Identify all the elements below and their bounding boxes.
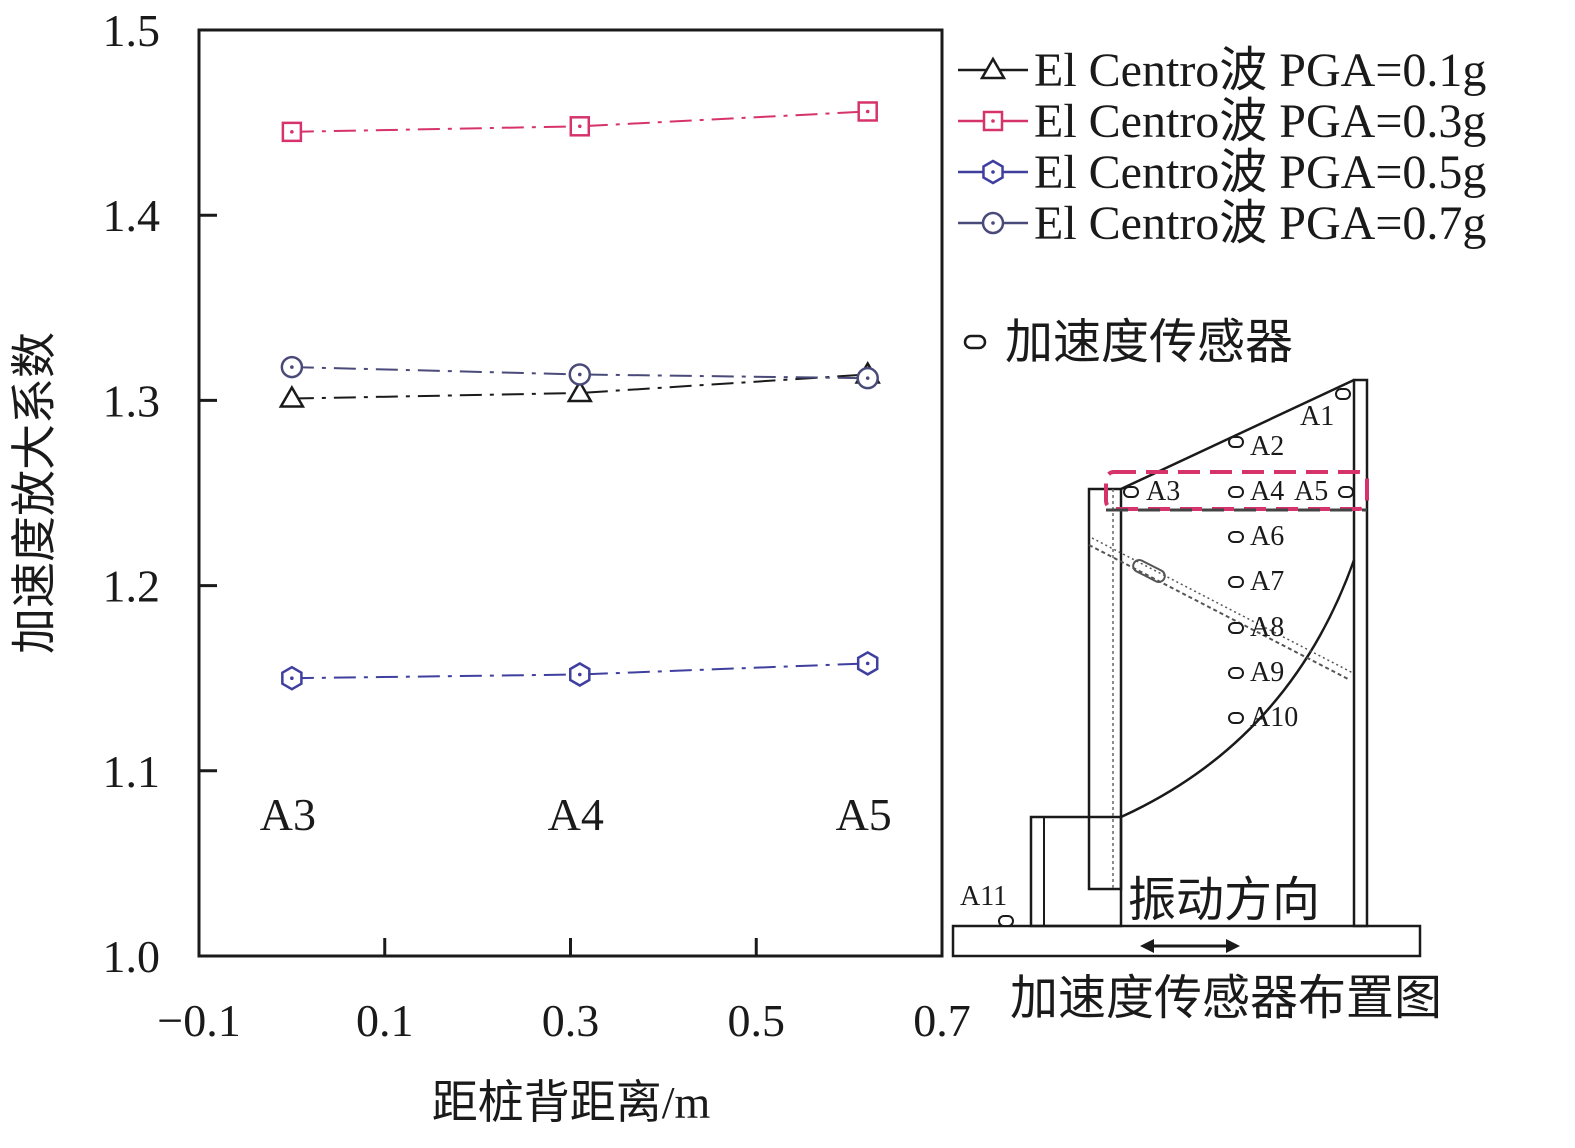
series-2-point-1 (281, 121, 303, 143)
anchor-line (1088, 544, 1351, 681)
series-1-point-2 (566, 379, 593, 403)
sensor-label: A9 (1250, 657, 1284, 688)
series-line-2 (291, 110, 868, 133)
point-label-A4: A4 (548, 789, 604, 840)
sensor-layout-diagram: 加速度传感器 A1 A2 A3 A4 A5 A6 A7 A8 A9 A10 A11 振动方向 加速度… (951, 316, 1442, 1025)
sensor-A7: A7 (1228, 566, 1284, 597)
legend-entry-2: El Centro波 PGA=0.3g (958, 95, 1486, 148)
sensor-label: A6 (1250, 521, 1284, 552)
y-tick-label: 1.3 (103, 375, 161, 426)
sensor-A10: A10 (1228, 702, 1298, 733)
series-4-point-3 (856, 366, 879, 390)
vibration-direction-label: 振动方向 (1128, 874, 1320, 927)
x-tick-label: 0.1 (356, 995, 414, 1046)
legend-label: El Centro波 PGA=0.1g (1034, 44, 1486, 97)
y-axis-title: 加速度放大系数 (9, 332, 60, 654)
sensor-A1: A1 (1300, 388, 1351, 432)
y-tick-label: 1.0 (103, 931, 161, 982)
series-line-1 (291, 373, 868, 400)
anchor-line-2 (1091, 537, 1354, 674)
axis-ticks: −0.1 0.1 0.3 0.5 0.7 1.0 1.1 1.2 1.3 1.4 1.5 (103, 5, 971, 1046)
legend-entry-1: El Centro波 PGA=0.1g (958, 44, 1486, 97)
container-wall (1352, 378, 1369, 928)
sensor-legend-icon (963, 334, 987, 350)
x-tick-label: 0.3 (542, 995, 600, 1046)
sensor-A6: A6 (1228, 521, 1284, 552)
sensor-label: A2 (1250, 431, 1284, 462)
series-4-point-1 (280, 355, 304, 379)
series-line-4 (291, 366, 868, 380)
vibration-arrow-left-head (1140, 939, 1154, 953)
y-tick-label: 1.2 (103, 561, 161, 612)
y-tick-label: 1.1 (103, 746, 161, 797)
sensor-A2: A2 (1228, 431, 1284, 462)
sensor-legend-label: 加速度传感器 (1005, 316, 1293, 369)
x-tick-label: 0.7 (913, 995, 971, 1046)
sensor-A3: A3 (1123, 476, 1180, 507)
sensor-label: A3 (1146, 476, 1180, 507)
sensor-label: A1 (1300, 401, 1334, 432)
y-tick-label: 1.4 (103, 190, 161, 241)
series-line-3 (291, 662, 868, 680)
highlight-box-a3-a5 (1104, 470, 1369, 511)
y-tick-label: 1.5 (103, 5, 161, 56)
sensor-label: A5 (1294, 476, 1328, 507)
series-2-point-2 (569, 116, 591, 137)
legend-marker (981, 211, 1005, 235)
sensor-A8: A8 (1228, 612, 1284, 643)
series-2-point-3 (857, 101, 878, 122)
legend-label: El Centro波 PGA=0.7g (1034, 197, 1486, 250)
series-3-point-2 (569, 662, 591, 687)
sensor-A4: A4 (1228, 476, 1284, 507)
sensor-label: A8 (1250, 612, 1284, 643)
x-axis-title: 距桩背距离/m (432, 1077, 711, 1128)
legend-entry-3: El Centro波 PGA=0.5g (958, 146, 1486, 199)
series-3-point-1 (281, 665, 303, 691)
x-tick-label: −0.1 (157, 995, 240, 1046)
sensor-markers: A1 A2 A3 A4 A5 A6 A7 A8 A9 A10 A11 (960, 388, 1354, 927)
series-markers (278, 101, 881, 691)
series-1-point-1 (278, 385, 306, 408)
sensor-A11: A11 (960, 881, 1014, 927)
anchor-sensor (1132, 559, 1166, 583)
legend-marker (979, 56, 1007, 80)
sensor-A5: A5 (1294, 476, 1354, 507)
sensor-label: A10 (1250, 702, 1298, 733)
sensor-label: A7 (1250, 566, 1284, 597)
legend-entry-4: El Centro波 PGA=0.7g (958, 197, 1486, 250)
sensor-label: A11 (960, 881, 1007, 912)
ground-base (951, 924, 1422, 958)
legend-label: El Centro波 PGA=0.3g (1034, 95, 1486, 148)
sensor-label: A4 (1250, 476, 1284, 507)
vibration-arrow-right-head (1226, 939, 1240, 953)
legend-label: El Centro波 PGA=0.5g (1034, 146, 1486, 199)
diagram-title: 加速度传感器布置图 (1010, 972, 1442, 1025)
sensor-A9: A9 (1228, 657, 1284, 688)
legend-marker (982, 159, 1004, 185)
x-tick-label: 0.5 (728, 995, 786, 1046)
series-lines (291, 110, 868, 680)
pile (1087, 487, 1123, 891)
series-4-point-2 (568, 363, 592, 386)
slip-surface-curve (1120, 559, 1356, 819)
point-labels: A3 A4 A5 (260, 789, 892, 840)
point-label-A5: A5 (836, 789, 892, 840)
series-3-point-3 (856, 650, 879, 676)
legend-marker (982, 110, 1004, 132)
point-label-A3: A3 (260, 789, 316, 840)
